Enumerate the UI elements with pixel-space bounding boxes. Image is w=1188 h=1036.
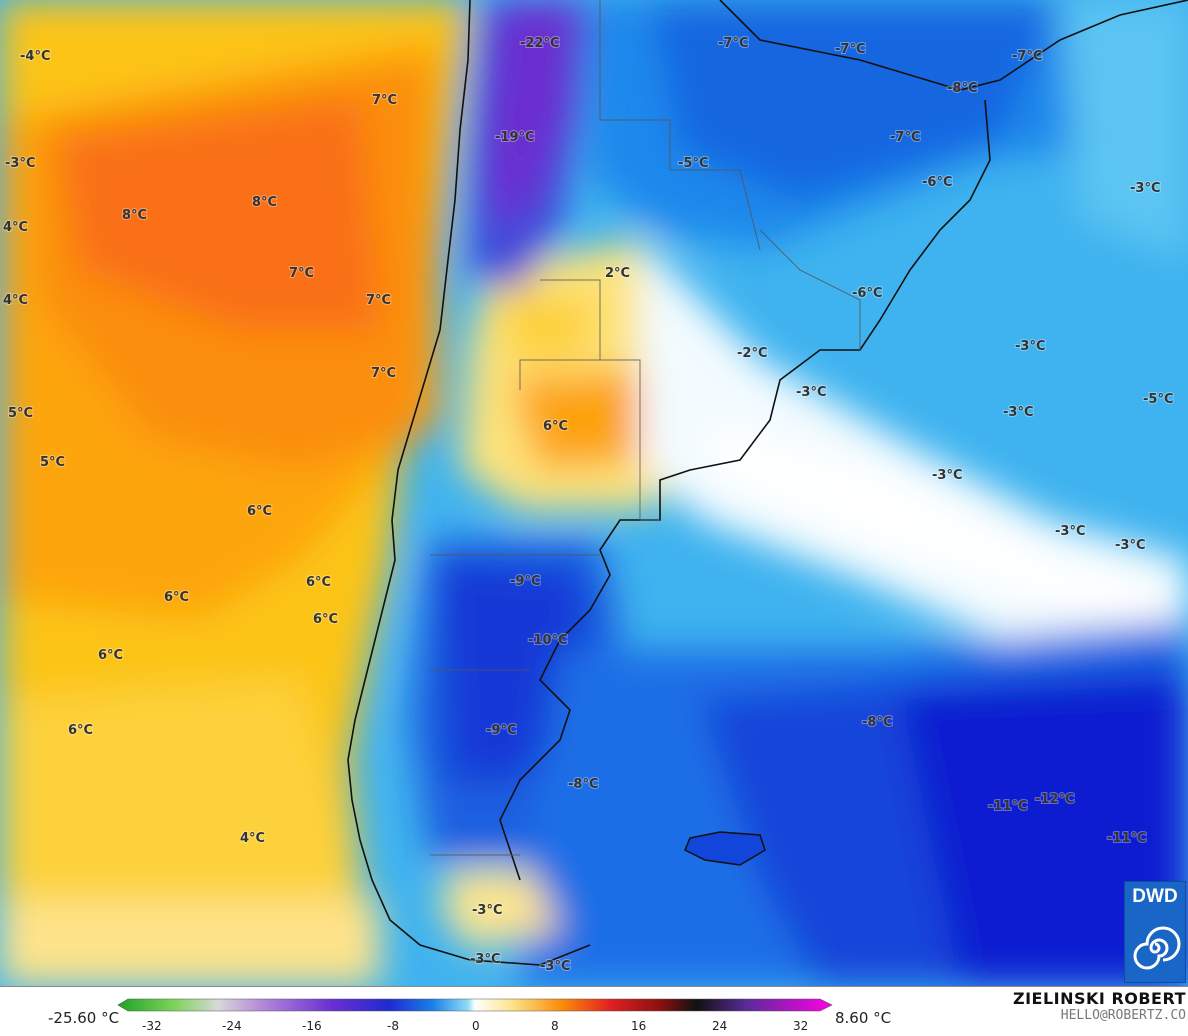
colorbar-tick: -32: [142, 1019, 162, 1033]
temp-label: 4°C: [3, 220, 28, 235]
temp-label: -8°C: [947, 81, 977, 96]
colorbar-tick: -24: [222, 1019, 242, 1033]
colorbar: -25.60 °C 8.60 °C -32 -24 -16 -8 0 8 16 …: [48, 998, 891, 1033]
temp-label: -3°C: [1115, 538, 1145, 553]
temperature-labels: -4°C -22°C -7°C -7°C -7°C 7°C -8°C -3°C …: [2, 35, 1174, 975]
dwd-logo: DWD: [1124, 881, 1186, 983]
temp-label: 8°C: [122, 208, 147, 223]
temp-label: -6°C: [852, 286, 882, 301]
temp-label: -3°C: [540, 959, 570, 974]
colorbar-ticks: -32 -24 -16 -8 0 8 16 24 32: [142, 1019, 808, 1033]
temp-label: -11°C: [988, 799, 1028, 814]
temp-label: -3°C: [1055, 524, 1085, 539]
colorbar-tick: 32: [793, 1019, 808, 1033]
coastlines: [347, 0, 1188, 966]
temp-label: -4°C: [20, 49, 50, 64]
temp-label: 5°C: [8, 406, 33, 421]
temp-label: -7°C: [1012, 49, 1042, 64]
footer: -25.60 °C 8.60 °C -32 -24 -16 -8 0 8 16 …: [0, 986, 1188, 1036]
colorbar-tick: -16: [302, 1019, 322, 1033]
temp-label: -19°C: [495, 130, 535, 145]
colorbar-min-label: -25.60 °C: [48, 1009, 119, 1027]
temp-label: -3°C: [472, 903, 502, 918]
temp-label: 7°C: [366, 293, 391, 308]
colorbar-tick: 0: [472, 1019, 480, 1033]
temp-label: 6°C: [164, 590, 189, 605]
temp-label: 7°C: [371, 366, 396, 381]
credit-block: ZIELINSKI ROBERT HELLO@ROBERTZ.CO: [1013, 989, 1186, 1023]
temp-label: 7°C: [289, 266, 314, 281]
temp-label: 6°C: [543, 419, 568, 434]
spiral-icon: [1133, 926, 1181, 970]
colorbar-tick: 24: [712, 1019, 727, 1033]
temp-label: -5°C: [1143, 392, 1173, 407]
temp-label: -9°C: [486, 723, 516, 738]
temp-label: 6°C: [98, 648, 123, 663]
temp-label: -10°C: [528, 633, 568, 648]
temp-label: 8°C: [252, 195, 277, 210]
temp-label: -3°C: [932, 468, 962, 483]
temp-label: -3°C: [1130, 181, 1160, 196]
colorbar-tick: -8: [387, 1019, 399, 1033]
colorbar-tick: 8: [551, 1019, 559, 1033]
credit-email: HELLO@ROBERTZ.CO: [1060, 1008, 1186, 1023]
temp-label: -6°C: [922, 175, 952, 190]
temp-label: -7°C: [835, 42, 865, 57]
temp-label: 6°C: [247, 504, 272, 519]
temperature-map: -4°C -22°C -7°C -7°C -7°C 7°C -8°C -3°C …: [0, 0, 1188, 986]
temp-label: -5°C: [678, 156, 708, 171]
temp-label: -3°C: [5, 156, 35, 171]
credit-name: ZIELINSKI ROBERT: [1012, 989, 1186, 1008]
temp-label: -7°C: [718, 36, 748, 51]
colorbar-ramp: [117, 998, 833, 1012]
temp-label: 4°C: [3, 293, 28, 308]
temp-label: -2°C: [737, 346, 767, 361]
temp-label: -3°C: [1015, 339, 1045, 354]
temp-label: -3°C: [796, 385, 826, 400]
temperature-field: [0, 0, 1188, 986]
temp-label: 7°C: [372, 93, 397, 108]
colorbar-max-label: 8.60 °C: [835, 1009, 891, 1027]
temp-label: 2°C: [605, 266, 630, 281]
admin-borders: [430, 0, 861, 856]
temp-label: -7°C: [890, 130, 920, 145]
falkland-islands: [684, 831, 766, 866]
temp-label: -22°C: [520, 36, 560, 51]
temp-label: -11°C: [1107, 831, 1147, 846]
temp-label: 5°C: [40, 455, 65, 470]
temp-label: 6°C: [68, 723, 93, 738]
temp-label: -9°C: [510, 574, 540, 589]
dwd-logo-text: DWD: [1132, 886, 1178, 907]
colorbar-tick: 16: [631, 1019, 646, 1033]
temp-label: -12°C: [1035, 792, 1075, 807]
temp-label: -3°C: [1003, 405, 1033, 420]
temp-label: -8°C: [568, 777, 598, 792]
temp-label: 4°C: [240, 831, 265, 846]
temp-label: 6°C: [306, 575, 331, 590]
temp-label: 6°C: [313, 612, 338, 627]
temp-label: -3°C: [470, 952, 500, 967]
temp-label: -8°C: [862, 715, 892, 730]
